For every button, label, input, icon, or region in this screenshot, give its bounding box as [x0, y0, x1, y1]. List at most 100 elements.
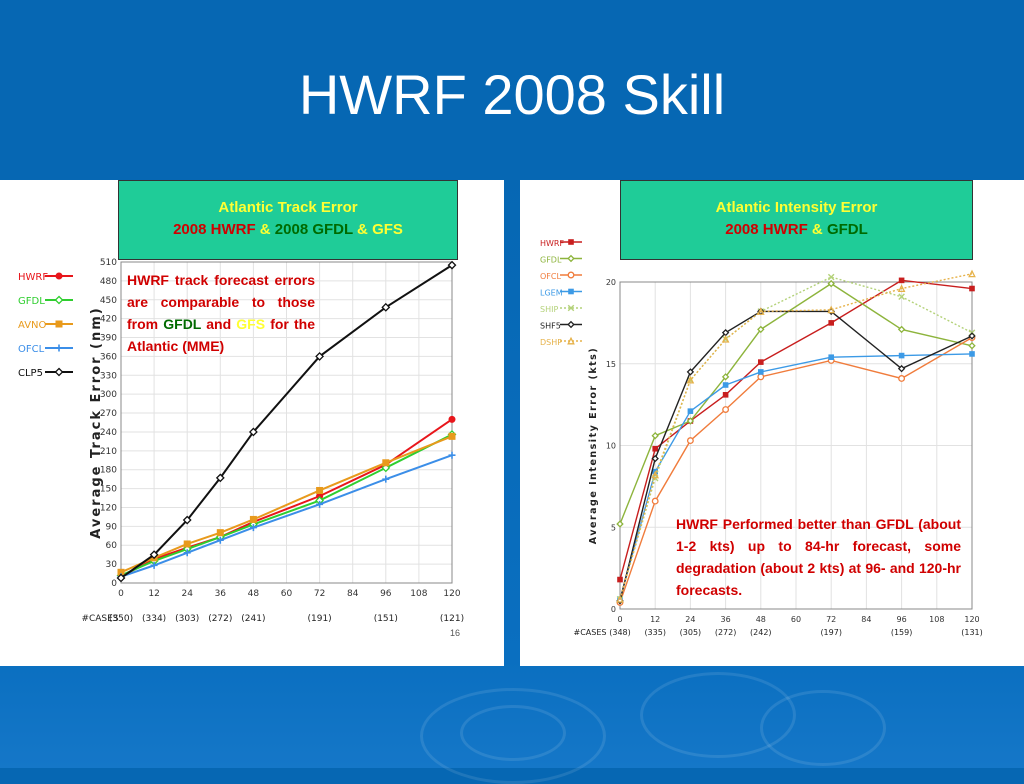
cases-count: (242): [750, 628, 772, 637]
data-point: [898, 375, 906, 382]
track-subtitle-segment: 2008 HWRF: [173, 221, 256, 238]
cases-count: (159): [891, 628, 913, 637]
x-tick-label: 36: [721, 615, 731, 624]
data-point: [722, 382, 729, 388]
legend-entry: AVNO: [18, 320, 47, 331]
cases-count: (241): [241, 614, 265, 624]
series-line-clp5: [120, 264, 453, 579]
data-point: [248, 427, 258, 437]
track-note-segment: and: [201, 316, 237, 332]
track-error-chart: 0306090120150180210240270300330360390420…: [18, 258, 464, 624]
data-point: [686, 437, 694, 445]
data-point: [686, 368, 695, 376]
cases-count: (191): [307, 614, 331, 624]
cases-count: (197): [820, 628, 842, 637]
data-point: [651, 470, 660, 479]
track-note-segment: track forecast errors are comparable to …: [127, 272, 315, 332]
legend-entry: GFDL: [540, 256, 562, 265]
x-tick-label: 84: [861, 615, 871, 624]
cases-label: #CASES: [574, 628, 607, 637]
legend-entry: OFCL: [540, 272, 561, 281]
data-point: [182, 515, 192, 525]
data-point: [897, 364, 906, 373]
data-point: [651, 454, 659, 463]
corner-mark: 16: [450, 628, 461, 638]
track-error-subtitle: 2008 HWRF & 2008 GFDL & GFS: [119, 219, 457, 241]
data-point: [968, 332, 976, 340]
data-point: [382, 475, 390, 483]
data-point: [686, 375, 695, 384]
data-point: [969, 351, 975, 357]
x-tick-label: 60: [791, 615, 801, 624]
x-tick-label: 0: [617, 615, 622, 624]
y-tick-label: 390: [100, 334, 117, 344]
cases-count: (121): [440, 614, 464, 624]
ripple-decoration: [760, 690, 886, 766]
y-axis-label: Average Track Error (nm): [89, 306, 104, 538]
data-point: [968, 342, 976, 350]
legend-entry: SHF5: [540, 322, 561, 331]
track-note-segment: for the Atlantic (MME): [127, 316, 315, 354]
data-point: [54, 367, 64, 377]
x-tick-label: 12: [148, 589, 159, 599]
data-point: [687, 408, 694, 414]
series-line-gfdl: [120, 433, 453, 577]
cases-label: #CASES: [81, 614, 118, 624]
data-point: [567, 271, 575, 279]
data-point: [686, 417, 695, 425]
x-tick-label: 120: [443, 589, 460, 599]
legend-entry: LGEM: [540, 289, 563, 298]
series-line-ship: [619, 276, 973, 600]
intensity-error-subtitle: 2008 HWRF & GFDL: [621, 219, 972, 241]
track-subtitle-segment: GFS: [372, 221, 403, 238]
track-note-segment: HWRF: [127, 272, 169, 288]
y-tick-label: 20: [606, 278, 616, 287]
data-point: [968, 269, 976, 278]
data-point: [617, 576, 623, 583]
legend-entry: HWRF: [18, 272, 48, 283]
data-point: [216, 536, 224, 544]
track-error-panel: Atlantic Track Error 2008 HWRF & 2008 GF…: [0, 180, 504, 666]
data-point: [758, 359, 764, 365]
series-line-ofcl: [120, 454, 453, 578]
cases-count: (348): [609, 628, 631, 637]
data-point: [116, 573, 126, 583]
legend-entry: DSHP: [540, 338, 562, 347]
data-point: [568, 288, 574, 295]
data-point: [150, 561, 158, 569]
cases-count: (151): [374, 614, 398, 624]
data-point: [757, 325, 765, 334]
legend-entry: CLP5: [18, 368, 43, 379]
track-subtitle-segment: &: [255, 221, 275, 238]
x-tick-label: 120: [964, 615, 979, 624]
data-point: [55, 344, 63, 352]
data-point: [249, 515, 257, 523]
track-error-title: Atlantic Track Error: [218, 199, 358, 216]
data-point: [216, 529, 224, 537]
data-point: [568, 239, 574, 245]
data-point: [55, 272, 63, 280]
ripple-decoration: [460, 705, 566, 761]
y-tick-label: 210: [100, 447, 117, 457]
data-point: [616, 594, 624, 603]
data-point: [898, 277, 905, 284]
x-tick-label: 108: [410, 589, 427, 599]
data-point: [758, 369, 764, 375]
x-tick-label: 108: [929, 615, 944, 624]
data-point: [898, 352, 905, 359]
data-point: [651, 497, 659, 505]
data-point: [897, 284, 906, 292]
cases-count: (131): [961, 628, 983, 637]
intensity-error-title-box: Atlantic Intensity Error 2008 HWRF & GFD…: [620, 180, 973, 260]
legend-entry: OFCL: [18, 344, 45, 355]
series-line-ofcl: [619, 336, 973, 603]
x-tick-label: 12: [650, 615, 660, 624]
y-tick-label: 60: [106, 541, 118, 551]
data-point: [827, 279, 835, 288]
intensity-error-title: Atlantic Intensity Error: [715, 199, 878, 216]
cases-count: (350): [109, 614, 133, 624]
x-tick-label: 24: [181, 589, 193, 599]
x-tick-label: 48: [248, 589, 260, 599]
intensity-subtitle-segment: GFDL: [826, 221, 868, 238]
data-point: [721, 334, 730, 343]
